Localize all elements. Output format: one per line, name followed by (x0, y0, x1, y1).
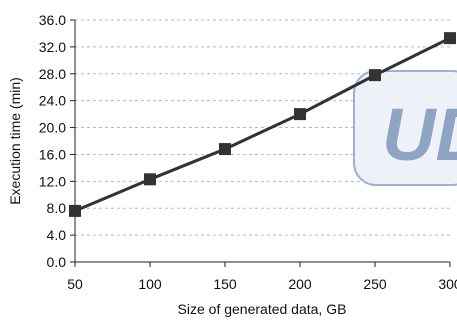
data-point-marker (144, 173, 156, 186)
data-point-marker (294, 108, 306, 121)
x-axis-title: Size of generated data, GB (178, 301, 347, 317)
y-axis-title: Execution time (min) (7, 77, 23, 205)
y-tick-label: 28.0 (39, 66, 66, 82)
watermark-logo: UD (353, 70, 457, 186)
y-tick-label: 20.0 (39, 120, 66, 136)
y-tick-label: 12.0 (39, 173, 66, 189)
series-line (74, 36, 451, 213)
x-tick-label: 100 (138, 276, 162, 292)
y-tick-label: 36.0 (39, 12, 66, 28)
series-layer (69, 32, 456, 217)
y-tick-label: 24.0 (39, 93, 66, 109)
data-point-marker (69, 204, 81, 217)
y-tick-label: 0.0 (47, 254, 67, 270)
x-tick-label: 50 (67, 276, 83, 292)
data-point-marker (444, 32, 456, 45)
x-tick-label: 300 (438, 276, 457, 292)
watermark-box (353, 70, 457, 186)
watermark-text: UD (382, 93, 457, 176)
grid-lines (75, 19, 450, 236)
y-tick-label: 32.0 (39, 39, 66, 55)
data-point-marker (219, 143, 231, 156)
y-tick-labels: 0.0 4.0 8.0 12.0 16.0 20.0 24.0 28.0 32.0 36.0 (39, 12, 75, 270)
data-point-marker (369, 69, 381, 82)
y-tick-label: 16.0 (39, 146, 66, 162)
x-tick-label: 150 (213, 276, 237, 292)
x-tick-labels: 50 100 150 200 250 300 (67, 262, 457, 292)
x-tick-label: 200 (288, 276, 312, 292)
x-tick-label: 250 (363, 276, 387, 292)
axes (74, 20, 450, 263)
y-tick-label: 8.0 (47, 200, 67, 216)
y-tick-label: 4.0 (47, 227, 67, 243)
